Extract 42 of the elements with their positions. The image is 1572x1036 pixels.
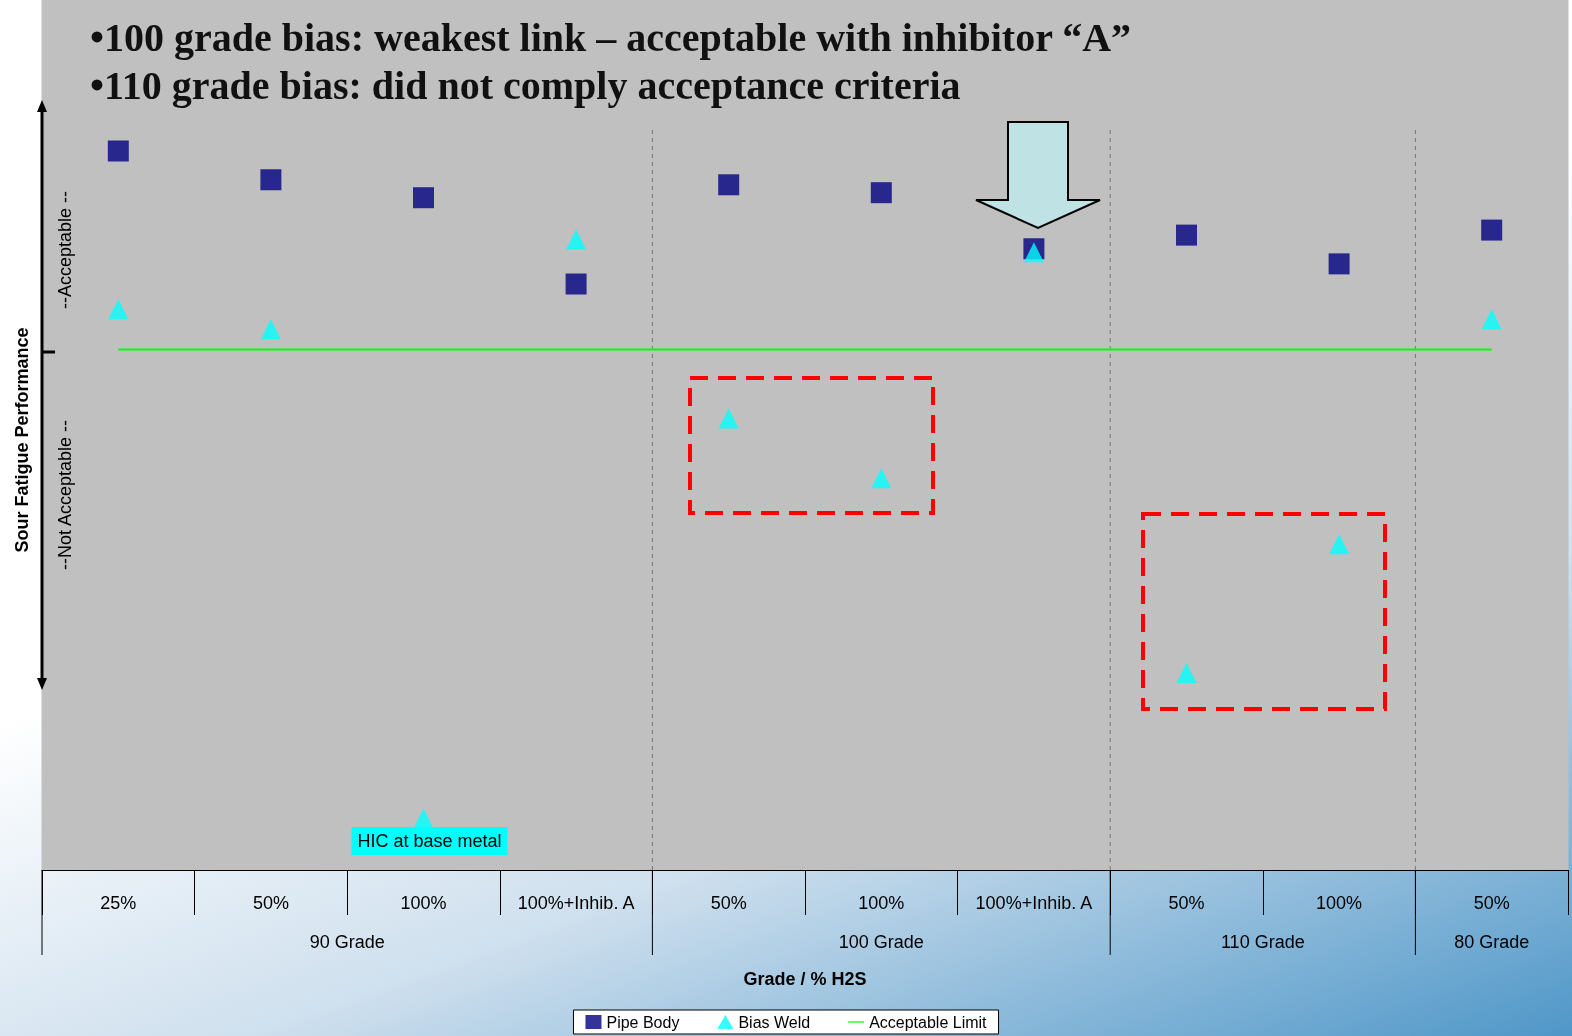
chart-title: •100 grade bias: weakest link – acceptable with inhibitor “A” [90,14,1132,60]
legend-label: Pipe Body [606,1013,680,1031]
legend-label: Acceptable Limit [869,1013,988,1031]
point [1176,224,1197,246]
legend-label: Bias Weld [738,1013,811,1031]
point [1328,253,1350,275]
x-tick-label: 100% [1316,893,1363,913]
text: 100 Grade [838,932,924,952]
text: 110 Grade [1220,932,1305,952]
point [565,273,587,295]
point [566,229,587,250]
x-tick-label: 25% [100,893,137,913]
x-tick-label: 100% [400,893,447,913]
point [413,187,434,209]
point [413,808,434,829]
point [107,140,129,162]
annotation: --Not Acceptable -- [55,419,75,571]
x-axis-title: Grade / % H2S [743,969,867,989]
x-tick-label: 100%+Inhib. A [975,893,1093,913]
text: 90 Grade [309,932,385,952]
point [871,468,892,489]
point [1329,534,1350,555]
x-tick-label: 50% [710,893,747,913]
point [718,408,739,429]
point [260,319,281,340]
point [718,174,740,196]
text: 80 Grade [1454,932,1530,952]
annotation: HIC at base metal [357,831,502,851]
x-tick-label: 50% [252,893,289,913]
point [1481,309,1502,330]
point [1176,662,1197,683]
x-tick-label: 50% [1168,893,1205,913]
point [1481,219,1503,241]
chart-subtitle: •110 grade bias: did not comply acceptance criteria [90,62,961,108]
x-tick-label: 100%+Inhib. A [517,893,635,913]
x-tick-label: 50% [1473,893,1510,913]
point [108,299,129,320]
point [870,182,892,204]
x-tick-label: 100% [858,893,905,913]
annotation: --Acceptable -- [55,190,75,310]
point [260,169,282,191]
y-axis-title: Sour Fatigue Performance [12,327,32,553]
